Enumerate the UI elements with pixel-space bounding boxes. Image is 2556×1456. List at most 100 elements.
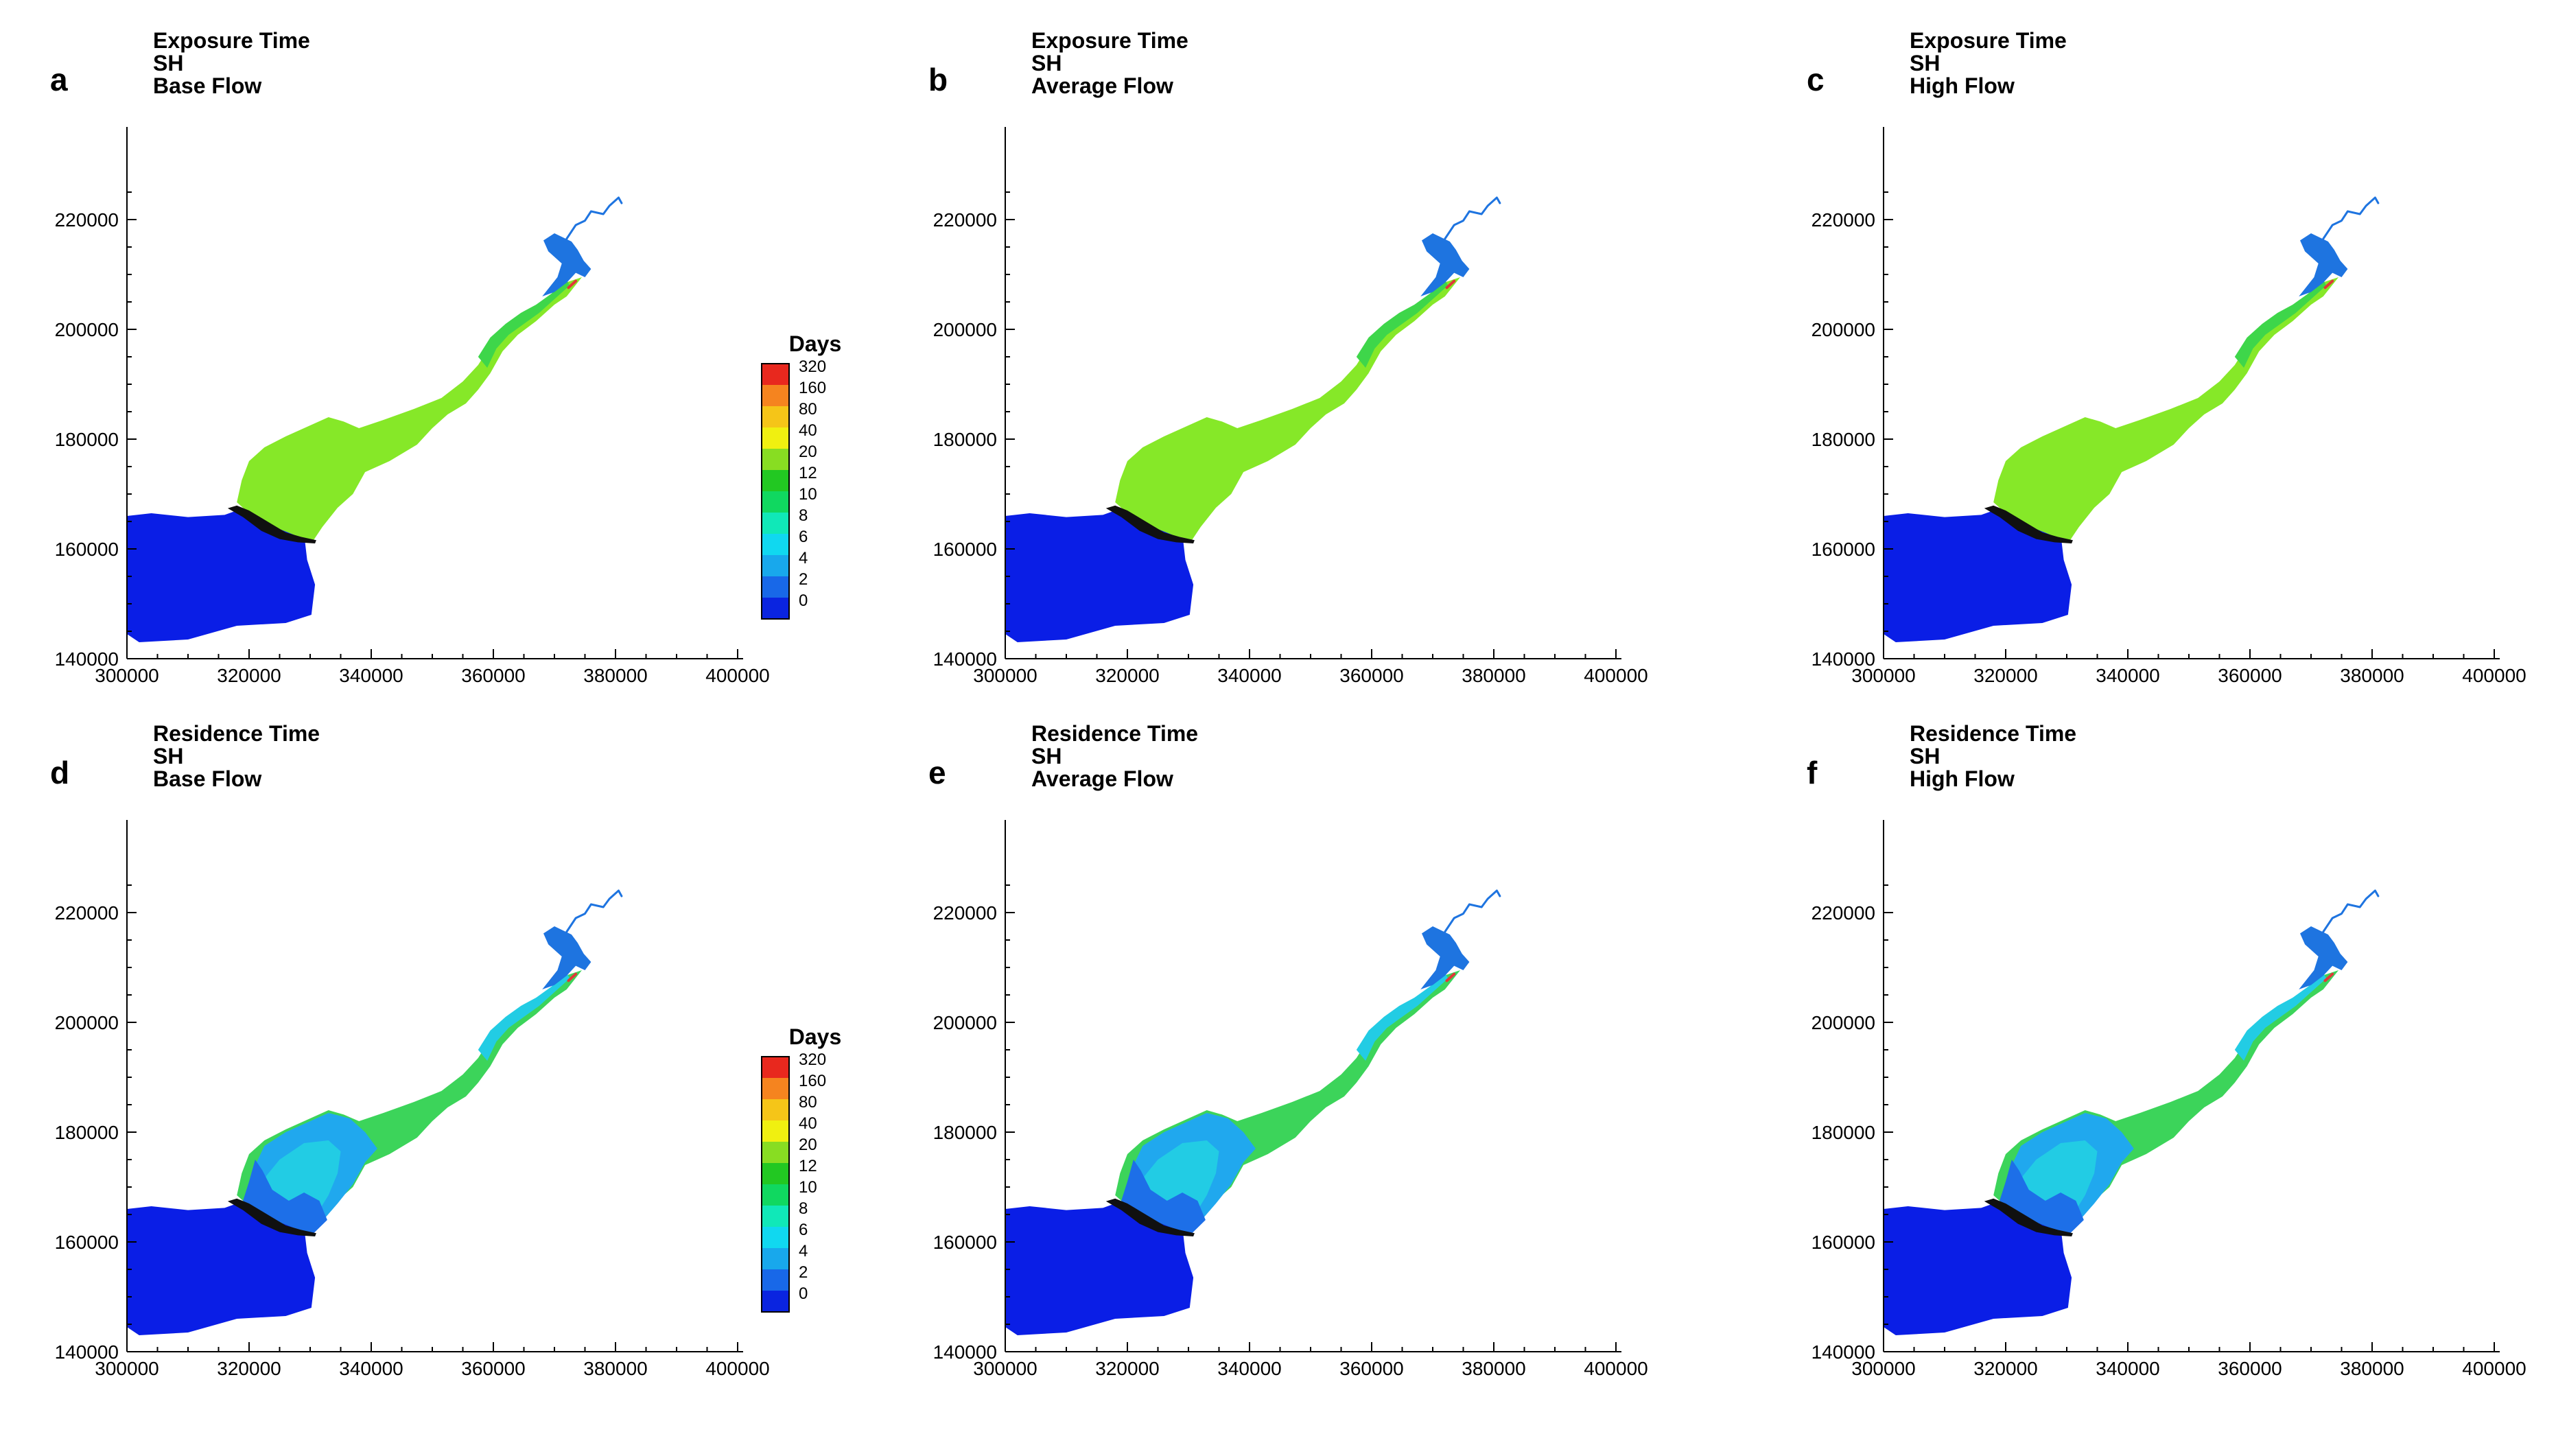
y-tick-label: 200000 — [933, 319, 997, 340]
x-tick-label: 320000 — [1095, 1358, 1159, 1379]
ocean-region — [1005, 506, 1194, 642]
y-tick-label: 180000 — [55, 429, 119, 450]
legend-label: 2 — [799, 570, 808, 589]
upper-channel — [478, 280, 570, 368]
panel-letter: d — [50, 755, 69, 790]
panel-title-line: Exposure Time — [153, 28, 310, 53]
y-tick-label: 220000 — [55, 209, 119, 231]
x-tick-label: 300000 — [973, 1358, 1037, 1379]
x-tick-label: 360000 — [2218, 665, 2282, 686]
tidal-front — [1105, 1198, 1195, 1236]
legend-title: Days — [789, 331, 842, 356]
legend-swatch — [762, 1269, 789, 1291]
panel-letter: a — [50, 62, 68, 97]
river-hook — [2299, 926, 2348, 989]
river-hook — [542, 233, 591, 296]
y-tick-label: 200000 — [1812, 319, 1875, 340]
x-tick-label: 400000 — [2462, 665, 2526, 686]
ocean-region — [1884, 506, 2072, 642]
x-tick-label: 380000 — [583, 665, 647, 686]
panel-title-line: SH — [1031, 744, 1062, 768]
river-hook — [542, 926, 591, 989]
x-tick-label: 380000 — [583, 1358, 647, 1379]
legend-label: 160 — [799, 379, 826, 397]
legend-label: 320 — [799, 357, 826, 376]
tidal-front — [227, 505, 316, 543]
hotspot-mark — [2323, 279, 2334, 290]
x-tick-label: 360000 — [1339, 665, 1403, 686]
x-tick-label: 360000 — [1339, 1358, 1403, 1379]
y-tick-label: 180000 — [933, 429, 997, 450]
x-tick-label: 340000 — [339, 1358, 403, 1379]
panel-title-line: SH — [153, 51, 183, 75]
x-tick-label: 380000 — [2340, 1358, 2404, 1379]
legend-swatch — [762, 1184, 789, 1206]
x-tick-label: 300000 — [95, 665, 159, 686]
panel-title-line: SH — [1910, 744, 1940, 768]
x-tick-label: 340000 — [2096, 665, 2159, 686]
legend-swatch — [762, 1142, 789, 1163]
x-tick-label: 340000 — [2096, 1358, 2159, 1379]
legend-label: 80 — [799, 400, 817, 419]
legend-label: 4 — [799, 549, 808, 567]
y-tick-label: 220000 — [933, 209, 997, 231]
y-tick-label: 220000 — [1812, 209, 1875, 231]
legend-label: 10 — [799, 1178, 817, 1197]
legend-swatch — [762, 534, 789, 555]
tidal-front — [1984, 1198, 2073, 1236]
y-tick-label: 180000 — [55, 1122, 119, 1143]
x-tick-label: 340000 — [1217, 665, 1281, 686]
legend-swatch — [762, 385, 789, 406]
hotspot-mark — [1445, 972, 1456, 983]
panel-title-line: High Flow — [1910, 73, 2015, 98]
hotspot-mark — [567, 972, 578, 983]
legend-label: 160 — [799, 1072, 826, 1090]
tidal-front — [227, 1198, 316, 1236]
legend-swatch — [762, 406, 789, 427]
legend-label: 10 — [799, 485, 817, 504]
legend-label: 20 — [799, 443, 817, 461]
legend-swatch — [762, 1057, 789, 1078]
panel-title-line: Residence Time — [1910, 721, 2076, 746]
hotspot-mark — [567, 279, 578, 290]
y-tick-label: 140000 — [55, 648, 119, 670]
legend-label: 8 — [799, 506, 808, 525]
panel-title-line: Residence Time — [1031, 721, 1198, 746]
panel-title-line: SH — [153, 744, 183, 768]
legend-label: 0 — [799, 1284, 808, 1303]
legend-frame — [761, 363, 790, 620]
legend-swatch — [762, 1291, 789, 1312]
legend-label: 6 — [799, 528, 808, 546]
legend-swatch — [762, 364, 789, 385]
legend-swatch — [762, 1099, 789, 1120]
river-hook — [2299, 233, 2348, 296]
panel-title-line: Exposure Time — [1910, 28, 2067, 53]
upper-channel — [1356, 280, 1449, 368]
x-tick-label: 360000 — [461, 665, 525, 686]
estuary-lower-zone — [1121, 1160, 1206, 1234]
tidal-front — [1105, 505, 1195, 543]
y-tick-label: 160000 — [1812, 539, 1875, 560]
panel-letter: e — [928, 755, 946, 790]
ocean-region — [127, 1199, 316, 1335]
x-tick-label: 340000 — [339, 665, 403, 686]
y-tick-label: 160000 — [933, 539, 997, 560]
y-tick-label: 180000 — [1812, 1122, 1875, 1143]
x-tick-label: 400000 — [705, 665, 769, 686]
panel-letter: c — [1807, 62, 1825, 97]
upper-river — [2322, 889, 2380, 933]
x-tick-label: 400000 — [1584, 665, 1648, 686]
x-tick-label: 320000 — [217, 1358, 281, 1379]
legend-swatch — [762, 1120, 789, 1142]
hotspot-mark — [1445, 279, 1456, 290]
x-tick-label: 380000 — [1462, 1358, 1525, 1379]
upper-river — [565, 889, 623, 933]
legend-label: 8 — [799, 1199, 808, 1218]
upper-river — [2322, 196, 2380, 240]
